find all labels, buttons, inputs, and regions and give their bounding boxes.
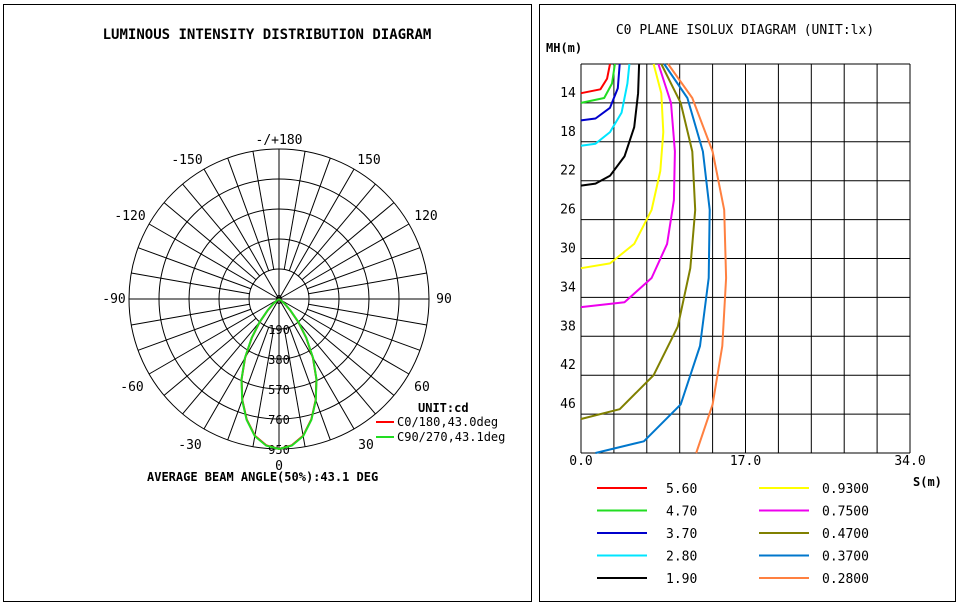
polar-spoke <box>203 168 280 300</box>
x-tick-label: 34.0 <box>894 454 925 469</box>
isolux-curve-5 <box>580 63 665 270</box>
isolux-curve-9 <box>667 63 728 454</box>
radial-tick-label: 760 <box>268 413 290 427</box>
isolux-legend-label-3: 2.80 <box>666 550 697 565</box>
isolux-curve-6 <box>580 63 676 309</box>
polar-spoke <box>252 328 275 447</box>
y-tick-label: 34 <box>560 280 576 295</box>
polar-spoke <box>182 321 261 415</box>
polar-spoke <box>307 308 421 351</box>
isolux-title: C0 PLANE ISOLUX DIAGRAM (UNIT:lx) <box>616 23 874 38</box>
angle-label: 120 <box>414 209 437 224</box>
isolux-legend-label-1: 4.70 <box>666 505 697 520</box>
isolux-legend-label-9: 0.2800 <box>822 572 869 587</box>
x-tick-label: 0.0 <box>569 454 592 469</box>
radial-tick-label: 190 <box>268 323 290 337</box>
polar-spoke <box>182 183 261 277</box>
x-axis-label: S(m) <box>913 475 942 489</box>
polar-spoke <box>252 151 275 270</box>
angle-label: 0 <box>275 459 283 474</box>
polar-spoke <box>131 272 250 295</box>
polar-spoke <box>278 168 355 300</box>
polar-spoke <box>137 247 251 290</box>
polar-spoke <box>278 298 410 375</box>
legend-label-1: C90/270,43.1deg <box>397 430 505 444</box>
polar-spoke <box>148 298 280 375</box>
unit-label: UNIT:cd <box>418 401 469 415</box>
angle-label: -30 <box>178 438 201 453</box>
isolux-curve-1 <box>580 63 616 104</box>
isolux-curve-4 <box>580 63 641 187</box>
polar-title: LUMINOUS INTENSITY DISTRIBUTION DIAGRAM <box>103 27 432 43</box>
polar-spoke <box>297 321 376 415</box>
legend-label-0: C0/180,43.0deg <box>397 415 498 429</box>
isolux-legend-label-8: 0.3700 <box>822 550 869 565</box>
polar-chart: LUMINOUS INTENSITY DISTRIBUTION DIAGRAM 0… <box>102 27 505 484</box>
isolux-curve-0 <box>580 63 611 95</box>
polar-spoke <box>288 157 331 271</box>
angle-label: 60 <box>414 380 430 395</box>
y-tick-label: 22 <box>560 164 576 179</box>
polar-spoke <box>148 223 280 300</box>
polar-spoke <box>308 272 427 295</box>
polar-spoke <box>131 303 250 326</box>
polar-spoke <box>203 298 280 430</box>
isolux-legend-label-0: 5.60 <box>666 482 697 497</box>
x-tick-label: 17.0 <box>730 454 761 469</box>
isolux-legend-label-5: 0.9300 <box>822 482 869 497</box>
radial-tick-label: 380 <box>268 353 290 367</box>
polar-spoke <box>163 317 257 396</box>
y-tick-label: 42 <box>560 358 576 373</box>
y-tick-label: 26 <box>560 203 576 218</box>
y-axis-label: MH(m) <box>546 41 582 55</box>
angle-label: -150 <box>171 153 202 168</box>
polar-spoke <box>283 328 306 447</box>
y-tick-label: 18 <box>560 125 576 140</box>
isolux-curve-2 <box>580 63 621 122</box>
isolux-legend-label-6: 0.7500 <box>822 505 869 520</box>
y-tick-label: 30 <box>560 242 576 257</box>
angle-label: -/+180 <box>256 133 303 148</box>
intensity-distribution-panel: LUMINOUS INTENSITY DISTRIBUTION DIAGRAM 0… <box>3 4 532 602</box>
radial-tick-label: 570 <box>268 383 290 397</box>
y-tick-label: 14 <box>560 86 576 101</box>
angle-label: -60 <box>120 380 143 395</box>
polar-spoke <box>227 327 270 441</box>
polar-spoke <box>301 202 395 281</box>
isolux-curve-7 <box>580 63 697 420</box>
angle-label: 90 <box>436 292 452 307</box>
isolux-legend-label-4: 1.90 <box>666 572 697 587</box>
polar-spoke <box>278 223 410 300</box>
isolux-curve-3 <box>580 63 631 147</box>
y-tick-label: 46 <box>560 397 576 412</box>
beam-angle-footer: AVERAGE BEAM ANGLE(50%):43.1 DEG <box>147 470 378 484</box>
isolux-panel: C0 PLANE ISOLUX DIAGRAM (UNIT:lx) MH(m) S(… <box>539 4 956 602</box>
intensity-curve-1 <box>240 298 318 451</box>
polar-spoke <box>137 308 251 351</box>
polar-spoke <box>163 202 257 281</box>
isolux-chart: C0 PLANE ISOLUX DIAGRAM (UNIT:lx) MH(m) S(… <box>546 23 942 587</box>
angle-label: -120 <box>114 209 145 224</box>
polar-spoke <box>278 298 355 430</box>
y-tick-label: 38 <box>560 319 576 334</box>
polar-spoke <box>301 317 395 396</box>
polar-spoke <box>283 151 306 270</box>
isolux-legend-label-7: 0.4700 <box>822 527 869 542</box>
polar-spoke <box>227 157 270 271</box>
angle-label: 150 <box>357 153 380 168</box>
polar-spoke <box>297 183 376 277</box>
polar-spoke <box>308 303 427 326</box>
polar-spoke <box>307 247 421 290</box>
isolux-legend-label-2: 3.70 <box>666 527 697 542</box>
angle-label: 30 <box>358 438 374 453</box>
angle-label: -90 <box>102 292 125 307</box>
polar-spoke <box>288 327 331 441</box>
isolux-curve-8 <box>595 63 711 454</box>
